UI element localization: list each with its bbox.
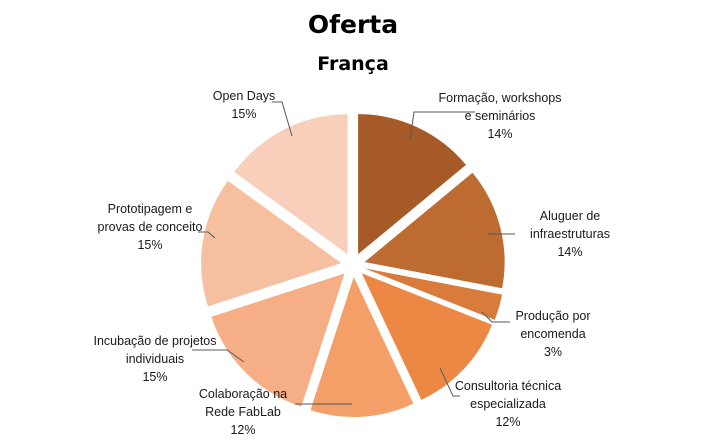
slice-category: Consultoria técnica: [455, 379, 561, 393]
slice-category: Produção por: [515, 309, 590, 323]
chart-title: Oferta: [308, 10, 398, 39]
leader-line: [272, 101, 293, 137]
leader-line: [439, 367, 460, 397]
slice-category: infraestruturas: [530, 227, 610, 241]
pie-slice: [364, 172, 505, 289]
slice-category: Aluguer de: [540, 209, 601, 223]
slice-category: Incubação de projetos: [93, 334, 216, 348]
pie-slice: [364, 268, 503, 320]
slice-category: encomenda: [520, 327, 585, 341]
chart-subtitle: França: [317, 53, 389, 75]
leader-line: [481, 311, 510, 323]
slice-label: Incubação de projetos individuais 15%: [93, 334, 216, 384]
slice-category: individuais: [126, 352, 184, 366]
slice-percent: 3%: [544, 345, 562, 359]
leader-line: [192, 349, 245, 363]
slice-percent: 15%: [142, 370, 167, 384]
slice-label: Colaboração na Rede FabLab 12%: [199, 387, 287, 437]
pie-slice: [234, 114, 348, 255]
slice-percent: 12%: [495, 415, 520, 429]
pie-slice: [211, 273, 345, 407]
slice-percent: 14%: [487, 127, 512, 141]
slice-category: e seminários: [465, 109, 536, 123]
pie-slice: [361, 273, 492, 400]
slice-category: Formação, workshops: [439, 91, 562, 105]
leader-line: [198, 231, 216, 239]
slice-category: provas de conceito: [98, 220, 203, 234]
slice-category: Prototipagem e: [108, 202, 193, 216]
slice-label: Open Days 15%: [213, 89, 276, 121]
slice-label: Aluguer de infraestruturas 14%: [530, 209, 610, 259]
slice-percent: 15%: [231, 107, 256, 121]
slice-percent: 15%: [137, 238, 162, 252]
slice-category: especializada: [470, 397, 546, 411]
slice-label: Consultoria técnica especializada 12%: [455, 379, 561, 429]
leader-line: [409, 111, 475, 141]
pie-slice: [358, 114, 466, 255]
slice-percent: 14%: [557, 245, 582, 259]
slice-label: Prototipagem e provas de conceito 15%: [98, 202, 203, 252]
slice-category: Rede FabLab: [205, 405, 281, 419]
slice-percent: 12%: [230, 423, 255, 437]
pie-slice: [310, 276, 414, 417]
pie-slice: [201, 180, 342, 307]
slice-label: Formação, workshops e seminários 14%: [439, 91, 562, 141]
slice-category: Colaboração na: [199, 387, 287, 401]
slice-label: Produção por encomenda 3%: [515, 309, 590, 359]
slice-category: Open Days: [213, 89, 276, 103]
